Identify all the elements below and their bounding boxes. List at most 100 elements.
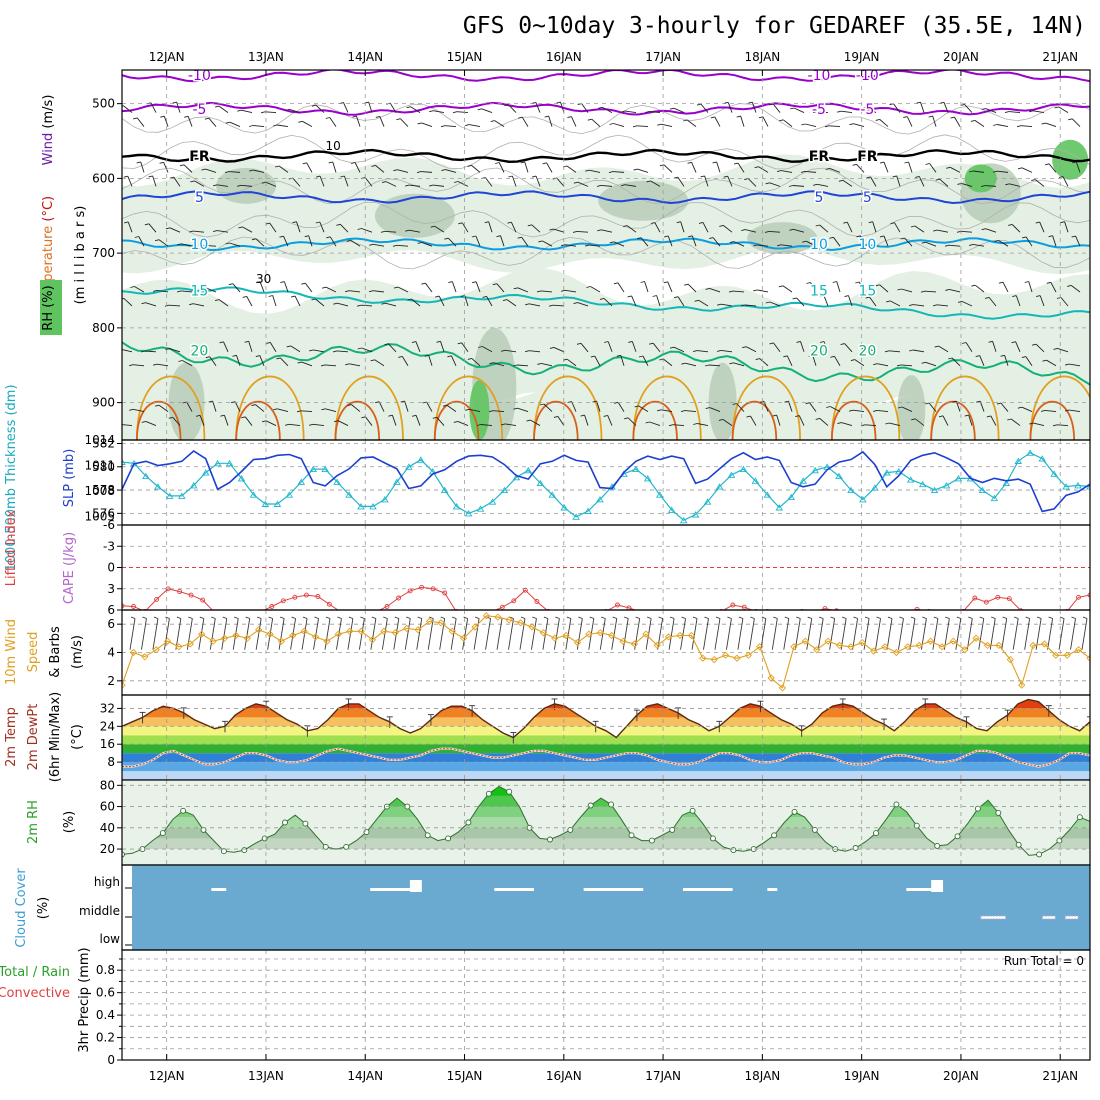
wind-barb-flag (124, 221, 129, 224)
wind-barb-flag (255, 355, 260, 358)
wind-ytick-label: 4 (107, 646, 115, 660)
wind-barb (313, 423, 325, 427)
wind-barb (804, 170, 817, 173)
wind-barb-flag (467, 164, 472, 167)
wind-barb-flag (1016, 125, 1022, 128)
lifted-index-point (165, 586, 171, 592)
slp-tick-label: 1011 (84, 459, 115, 473)
wind-barb-flag (525, 303, 530, 306)
surface-wind-barb-flag (566, 616, 572, 619)
surface-wind-barb-flag (153, 616, 159, 619)
rh-point (302, 820, 309, 827)
isotherm-label: 15 (810, 284, 828, 300)
wind-barb (792, 185, 805, 187)
wind-barb-flag (596, 184, 602, 187)
wind-barb (277, 124, 289, 128)
lifted-index-point (650, 609, 654, 610)
wind-barb (823, 295, 829, 307)
lifted-index-point (1076, 594, 1081, 600)
wind-barb-flag (495, 162, 500, 164)
surface-wind-barb (255, 618, 262, 650)
surface-wind-barb (1070, 618, 1076, 650)
lifted-index-point (1087, 592, 1090, 598)
wind-barb (283, 236, 289, 247)
wind-barb (438, 295, 445, 307)
surface-wind-barb-flag (417, 616, 422, 619)
wind-barb (469, 124, 481, 128)
wind-barb (786, 355, 793, 366)
wind-barb (939, 178, 949, 187)
wind-barb (700, 103, 709, 113)
surface-wind-barb-flag (601, 616, 606, 619)
x-tick-label-top: 20JAN (943, 50, 979, 64)
thickness-point (178, 492, 186, 499)
warm-isotherm-loop (334, 375, 404, 440)
wind-barb-flag (609, 123, 614, 125)
wind-barb-flag (188, 230, 194, 233)
temp-label-1-part: 2m Temp (4, 707, 19, 767)
wind-barb (152, 175, 157, 187)
thickness-point (189, 482, 198, 489)
wind-barb (241, 184, 253, 187)
wind-barb (540, 290, 553, 293)
surface-wind-barb (427, 618, 434, 650)
wind-speed-point (1052, 651, 1060, 659)
wind-barb (557, 416, 565, 426)
wind-barb (704, 175, 709, 187)
wind-barb-flag (123, 175, 128, 178)
surface-wind-barb-flag (933, 616, 939, 619)
wind-barb-flag (862, 107, 867, 110)
wind-barb-flag (968, 170, 974, 173)
lifted-index-point (384, 604, 390, 609)
wind-barb-flag (488, 410, 494, 413)
wind-barb (415, 341, 421, 352)
wind-barb (480, 424, 493, 427)
wind-barb-flag (208, 400, 213, 403)
wind-barb (122, 424, 133, 427)
surface-wind-barb-flag (337, 616, 342, 619)
wind-barb (332, 161, 337, 173)
temperature-axis-label-part: (°C) (41, 196, 56, 226)
wind-barb (529, 303, 541, 307)
wind-barb (709, 407, 721, 412)
thickness-point (930, 486, 939, 494)
wind-barb-flag (172, 101, 177, 104)
wind-speed-point (186, 640, 194, 648)
wind-barb-flag (634, 405, 639, 408)
wind-label-1: 10m Wind (4, 619, 19, 685)
wind-barb (663, 358, 673, 367)
wind-barb-flag (315, 221, 320, 224)
wind-barb (494, 120, 505, 127)
rh-point (485, 790, 492, 797)
wind-barb-flag (406, 106, 411, 109)
wind-barb (781, 170, 793, 173)
wind-barb (456, 111, 469, 114)
wind-barb (769, 182, 781, 187)
wind-barb-flag (332, 350, 338, 353)
wind-barb (698, 299, 709, 307)
wind-speed-point (346, 627, 354, 635)
wind-barb (793, 228, 805, 233)
wind-speed-point (357, 627, 365, 635)
surface-wind-barb-flag (624, 616, 629, 619)
thickness-axis-label-part: 1000-500mb Thickness (dm) (4, 384, 19, 571)
wind-barb (127, 221, 133, 233)
wind-barb-flag (176, 290, 182, 293)
lifted-index-point (489, 609, 493, 610)
wind-barb-flag (309, 349, 314, 352)
wind-barb (712, 237, 721, 247)
thickness-point (357, 503, 365, 510)
wind-barb (543, 403, 553, 412)
wind-barb-flag (357, 228, 362, 230)
wind-barb (217, 184, 229, 187)
wind-barb-flag (442, 404, 448, 407)
wind-barb (461, 222, 469, 233)
wind-barb (925, 241, 937, 247)
surface-wind-barb-flag (302, 616, 308, 619)
wind-barb-flag (801, 123, 806, 126)
wind-barb-flag (1040, 409, 1046, 412)
lifted-index-point (522, 587, 528, 593)
wind-barb (505, 423, 517, 427)
thickness-point (644, 475, 652, 482)
